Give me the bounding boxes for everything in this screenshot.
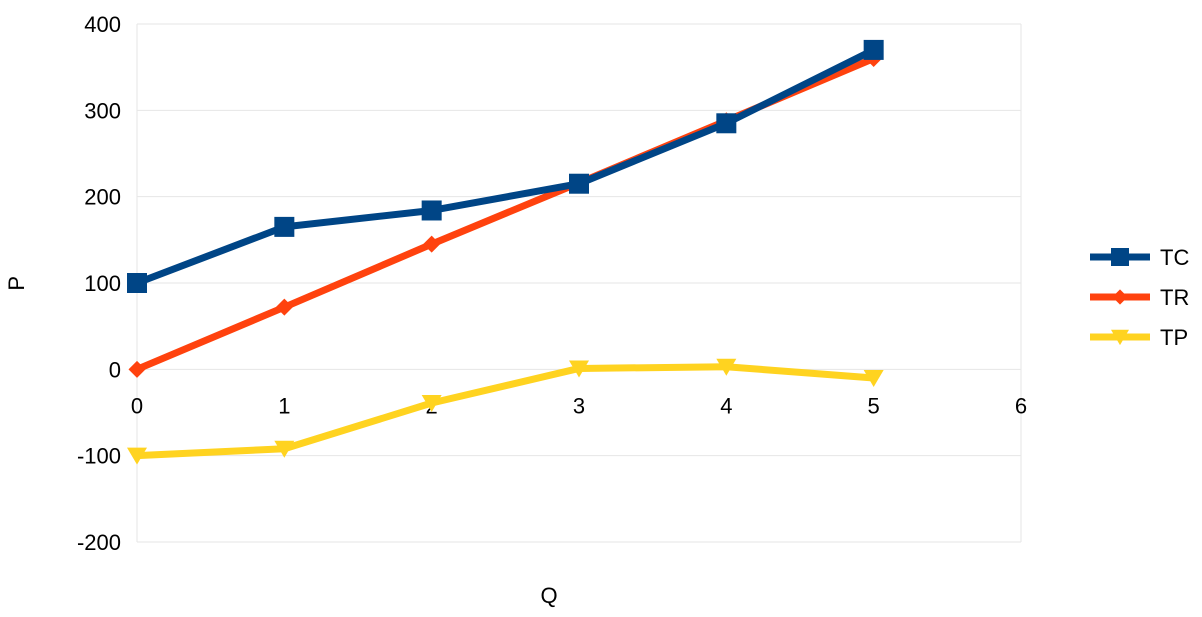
series-tc: [127, 39, 884, 293]
x-tick-label: 6: [1015, 393, 1027, 418]
data-point-tp: [274, 440, 295, 458]
data-point-tp: [863, 369, 884, 387]
legend-item-tp: TP: [1090, 325, 1188, 350]
legend-item-tr: TR: [1090, 285, 1189, 310]
x-tick-label: 3: [573, 393, 585, 418]
data-point-tc: [716, 113, 737, 134]
x-tick-label: 5: [868, 393, 880, 418]
series-tp: [127, 358, 884, 465]
x-tick-label: 4: [720, 393, 732, 418]
legend-swatch-marker: [1112, 289, 1128, 305]
data-point-tp: [716, 358, 737, 376]
data-point-tr: [275, 298, 293, 316]
data-point-tr: [423, 235, 441, 253]
series-line-tc: [133, 46, 878, 287]
data-point-tp: [569, 360, 589, 378]
data-point-tp: [421, 395, 442, 413]
legend-label: TC: [1160, 245, 1189, 270]
x-tick-label: 0: [131, 393, 143, 418]
data-point-tp: [127, 447, 147, 465]
y-tick-label: -200: [77, 530, 121, 555]
y-tick-label: 200: [84, 185, 121, 210]
y-tick-label: 300: [84, 98, 121, 123]
y-tick-label: 0: [109, 357, 121, 382]
legend-label: TR: [1160, 285, 1189, 310]
series-line-tp: [133, 363, 878, 460]
x-axis-ticks: 0123456: [131, 393, 1027, 418]
legend-item-tc: TC: [1090, 245, 1189, 270]
data-point-tc: [863, 39, 884, 60]
data-point-tc: [421, 200, 442, 221]
legend: TC TR TP: [1090, 245, 1189, 350]
series-group: [127, 39, 884, 465]
grid: [136, 23, 1022, 543]
legend-label: TP: [1160, 325, 1188, 350]
data-point-tc: [127, 273, 147, 293]
y-axis-ticks: 400 300 200 100 0 -100 -200: [77, 12, 121, 555]
legend-swatch-marker: [1111, 248, 1129, 266]
y-tick-label: 400: [84, 12, 121, 37]
data-point-tr: [128, 360, 146, 378]
data-point-tc: [569, 173, 589, 194]
y-tick-label: -100: [77, 444, 121, 469]
x-tick-label: 1: [278, 393, 290, 418]
x-axis-title: Q: [540, 583, 557, 608]
y-tick-label: 100: [84, 271, 121, 296]
legend-swatch-marker: [1111, 329, 1129, 346]
data-point-tc: [274, 216, 295, 237]
y-axis-title: P: [4, 276, 29, 291]
